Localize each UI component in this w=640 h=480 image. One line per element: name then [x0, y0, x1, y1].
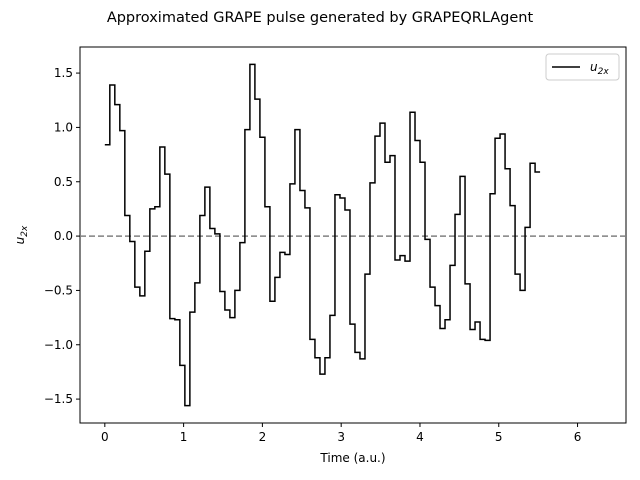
series-u2x-line	[104, 63, 541, 407]
x-tick-label: 1	[180, 430, 188, 444]
plot-area	[79, 46, 627, 424]
x-tick-label: 2	[259, 430, 267, 444]
y-tick-label: 1.0	[54, 120, 73, 134]
x-axis-ticks: 0 1 2 3 4 5 6	[101, 423, 581, 444]
y-tick-label: −1.0	[44, 338, 73, 352]
x-axis-label: Time (a.u.)	[319, 451, 385, 465]
x-tick-label: 5	[495, 430, 503, 444]
x-tick-label: 4	[416, 430, 424, 444]
x-tick-label: 6	[574, 430, 582, 444]
y-tick-label: −0.5	[44, 283, 73, 297]
x-tick-label: 3	[337, 430, 345, 444]
chart-title: Approximated GRAPE pulse generated by GR…	[107, 10, 534, 26]
legend: u2x	[545, 53, 620, 81]
x-tick-label: 0	[101, 430, 109, 444]
y-tick-label: 0.0	[54, 229, 73, 243]
y-tick-label: 0.5	[54, 175, 73, 189]
y-axis-label: u2x	[13, 225, 30, 244]
y-tick-label: 1.5	[54, 66, 73, 80]
y-tick-label: −1.5	[44, 392, 73, 406]
legend-box	[545, 53, 620, 81]
y-axis-ticks: −1.5 −1.0 −0.5 0.0 0.5 1.0 1.5	[44, 66, 80, 406]
legend-entry-u2x: u2x	[590, 60, 609, 77]
